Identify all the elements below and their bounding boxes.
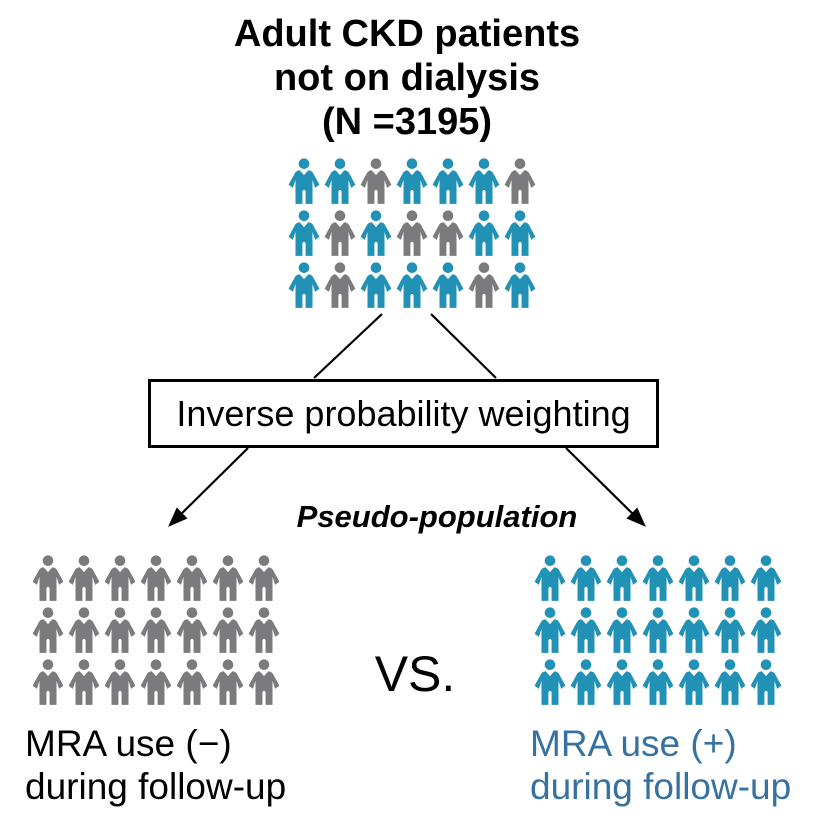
person-icon (140, 659, 172, 705)
person-icon (324, 262, 356, 308)
person-icon (176, 555, 208, 601)
mra-positive-label-line-1: MRA use (+) (530, 723, 737, 764)
person-icon (678, 555, 710, 601)
person-icon (714, 607, 746, 653)
person-icon (140, 555, 172, 601)
person-icon (360, 158, 392, 204)
person-icon (396, 158, 428, 204)
person-icon (534, 555, 566, 601)
person-icon (606, 607, 638, 653)
ipw-box-label: Inverse probability weighting (176, 392, 631, 434)
person-icon (678, 659, 710, 705)
person-icon (104, 659, 136, 705)
person-icon (212, 659, 244, 705)
person-icon (68, 607, 100, 653)
person-icon (248, 659, 280, 705)
person-icon (714, 659, 746, 705)
person-icon (570, 659, 602, 705)
person-icon (104, 555, 136, 601)
person-icon (468, 210, 500, 256)
person-icon (750, 659, 782, 705)
person-icon (534, 659, 566, 705)
person-icon (468, 158, 500, 204)
title-line-2: not on dialysis (273, 57, 541, 99)
person-icon (468, 262, 500, 308)
person-icon (212, 555, 244, 601)
person-icon (678, 607, 710, 653)
connector-line-right (430, 313, 497, 379)
person-icon (396, 262, 428, 308)
person-icon (432, 262, 464, 308)
person-icon (140, 607, 172, 653)
mra-negative-pictogram-grid (31, 555, 281, 706)
person-icon (212, 607, 244, 653)
person-icon (248, 555, 280, 601)
versus-label: VS. (374, 646, 456, 702)
person-icon (432, 158, 464, 204)
person-icon (396, 210, 428, 256)
mra-negative-label-line-2: during follow-up (25, 766, 287, 807)
person-icon (642, 555, 674, 601)
person-icon (504, 210, 536, 256)
inverse-probability-weighting-box: Inverse probability weighting (148, 379, 659, 448)
person-icon (176, 659, 208, 705)
person-icon (68, 555, 100, 601)
person-icon (432, 210, 464, 256)
person-icon (606, 555, 638, 601)
person-icon (642, 659, 674, 705)
person-icon (750, 607, 782, 653)
person-icon (32, 555, 64, 601)
person-icon (606, 659, 638, 705)
person-icon (32, 659, 64, 705)
person-icon (32, 607, 64, 653)
person-icon (714, 555, 746, 601)
title-line-1: Adult CKD patients (233, 13, 581, 55)
person-icon (248, 607, 280, 653)
mra-positive-label-line-2: during follow-up (530, 766, 792, 807)
person-icon (360, 262, 392, 308)
connector-line-left (313, 313, 383, 379)
pseudo-population-label: Pseudo-population (296, 499, 578, 534)
diagram-title: Adult CKD patients not on dialysis (N =3… (0, 12, 814, 144)
person-icon (324, 158, 356, 204)
person-icon (288, 158, 320, 204)
mra-negative-group-label: MRA use (−) during follow-up (25, 722, 286, 808)
person-icon (104, 607, 136, 653)
mra-positive-pictogram-grid (533, 555, 783, 706)
person-icon (504, 158, 536, 204)
person-icon (288, 262, 320, 308)
person-icon (570, 607, 602, 653)
person-icon (176, 607, 208, 653)
mra-positive-group-label: MRA use (+) during follow-up (530, 722, 791, 808)
person-icon (68, 659, 100, 705)
source-population-pictogram-grid (287, 158, 537, 309)
person-icon (504, 262, 536, 308)
person-icon (534, 607, 566, 653)
person-icon (642, 607, 674, 653)
person-icon (324, 210, 356, 256)
person-icon (288, 210, 320, 256)
person-icon (750, 555, 782, 601)
mra-negative-label-line-1: MRA use (−) (25, 723, 232, 764)
person-icon (570, 555, 602, 601)
title-line-3-sample-size: (N =3195) (321, 101, 493, 143)
person-icon (360, 210, 392, 256)
